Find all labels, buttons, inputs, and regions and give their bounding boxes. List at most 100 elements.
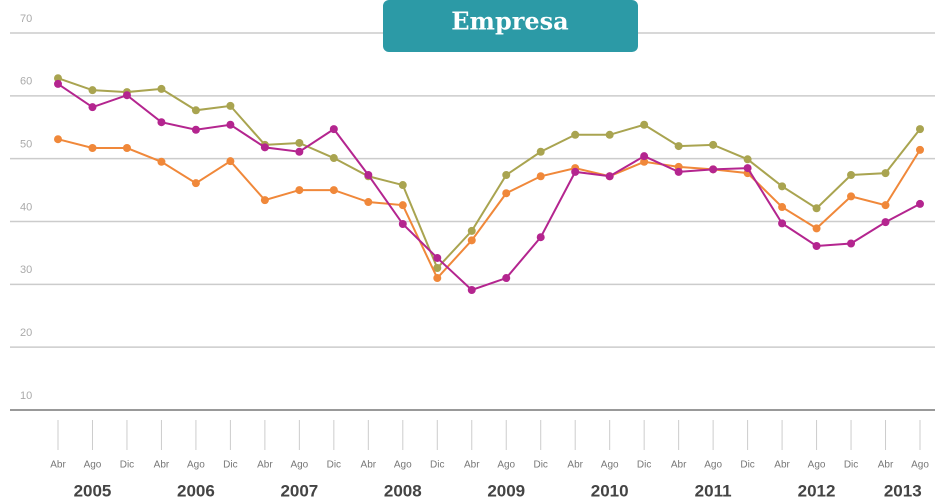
point (812, 224, 821, 233)
point (467, 226, 476, 235)
point (191, 179, 200, 188)
point (916, 199, 924, 208)
point (640, 120, 649, 129)
point (812, 204, 821, 213)
year-label: 2013 (884, 481, 922, 500)
point (364, 171, 373, 180)
point (54, 135, 62, 144)
point (743, 155, 752, 164)
year-label: 2006 (177, 481, 215, 500)
point (433, 274, 442, 283)
title-box (383, 0, 638, 52)
x-tick-label: Dic (120, 460, 134, 471)
year-label: 2009 (487, 481, 525, 500)
point (157, 84, 166, 93)
y-tick-label: 10 (20, 390, 32, 402)
point (640, 157, 649, 166)
point (295, 138, 304, 147)
x-tick-label: Abr (567, 460, 583, 471)
point (157, 157, 166, 166)
point (571, 130, 580, 139)
point (122, 91, 131, 100)
point (329, 125, 338, 134)
point (674, 167, 683, 176)
point (398, 220, 407, 229)
point (743, 164, 752, 173)
x-tick-label: Abr (154, 460, 170, 471)
point (433, 253, 442, 262)
point (674, 142, 683, 151)
point (536, 233, 545, 242)
x-tick-label: Ago (290, 460, 308, 471)
point (260, 143, 269, 152)
point (122, 143, 131, 152)
point (88, 86, 97, 95)
point (88, 103, 97, 112)
y-tick-label: 30 (20, 264, 32, 276)
y-tick-label: 50 (20, 139, 32, 151)
point (502, 274, 511, 283)
point (847, 239, 856, 248)
point (847, 171, 856, 180)
series-line (57, 83, 921, 292)
x-tick-label: Dic (740, 460, 754, 471)
year-label: 2010 (591, 481, 629, 500)
point (536, 172, 545, 181)
point (536, 147, 545, 156)
point (398, 201, 407, 210)
point (778, 203, 787, 212)
x-tick-label: Dic (637, 460, 651, 471)
x-tick-label: Dic (327, 460, 341, 471)
x-tick-label: Abr (257, 460, 273, 471)
point (467, 285, 476, 294)
point (226, 101, 235, 110)
x-tick-label: Ago (84, 460, 102, 471)
y-tick-label: 20 (20, 327, 32, 339)
point (88, 143, 97, 152)
point (640, 152, 649, 161)
year-label: 2005 (74, 481, 112, 500)
point (467, 236, 476, 245)
point (260, 196, 269, 205)
x-tick-label: Dic (533, 460, 547, 471)
point (916, 125, 924, 134)
chart-title: Empresa (451, 7, 568, 36)
point (295, 147, 304, 156)
y-tick-label: 40 (20, 201, 32, 213)
year-label: 2011 (695, 481, 732, 500)
y-tick-label: 70 (20, 13, 32, 25)
point (433, 263, 442, 272)
point (329, 154, 338, 163)
point (54, 74, 62, 83)
x-tick-label: Ago (601, 460, 619, 471)
x-tick-label: Ago (497, 460, 515, 471)
x-tick-label: Abr (464, 460, 480, 471)
x-tick-label: Abr (774, 460, 790, 471)
series-line (57, 77, 921, 270)
point (502, 171, 511, 180)
year-label: 2007 (280, 481, 318, 500)
x-tick-label: Abr (361, 460, 377, 471)
y-tick-label: 60 (20, 76, 32, 88)
point (226, 120, 235, 129)
x-tick-label: Dic (223, 460, 237, 471)
point (881, 169, 890, 178)
x-tick-label: Abr (878, 460, 894, 471)
point (398, 181, 407, 190)
x-tick-label: Ago (394, 460, 412, 471)
point (916, 145, 924, 154)
point (605, 172, 614, 181)
point (329, 186, 338, 195)
point (605, 130, 614, 139)
x-tick-label: Ago (704, 460, 722, 471)
series-line (57, 138, 921, 280)
point (778, 182, 787, 191)
x-tick-label: Abr (671, 460, 687, 471)
point (812, 242, 821, 251)
point (502, 189, 511, 198)
x-tick-label: Abr (50, 460, 66, 471)
point (847, 192, 856, 201)
point (571, 167, 580, 176)
x-tick-label: Dic (430, 460, 444, 471)
